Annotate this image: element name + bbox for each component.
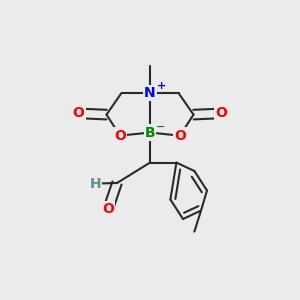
Text: O: O — [114, 129, 126, 142]
Text: O: O — [174, 129, 186, 142]
Text: H: H — [90, 177, 101, 190]
Text: O: O — [102, 202, 114, 216]
Text: O: O — [215, 106, 227, 120]
Text: N: N — [144, 86, 156, 100]
Text: O: O — [73, 106, 85, 120]
Text: +: + — [158, 81, 166, 92]
Text: B: B — [145, 126, 155, 140]
Text: −: − — [156, 122, 166, 132]
